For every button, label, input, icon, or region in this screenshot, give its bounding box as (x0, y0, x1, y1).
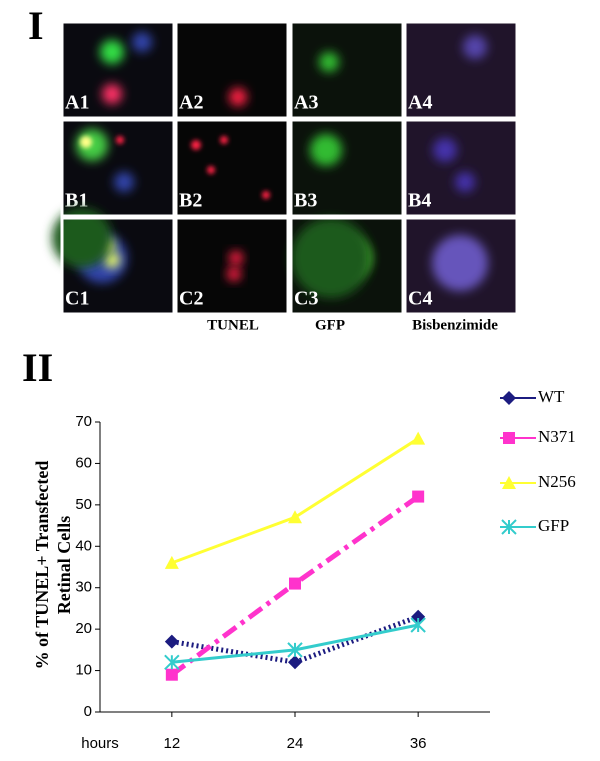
series-line (171, 614, 420, 665)
panel-label: B1 (65, 190, 88, 212)
y-tick-label: 10 (75, 662, 92, 679)
marker (412, 490, 425, 503)
cell-signal (229, 251, 243, 265)
y-axis-label: Retinal Cells (54, 516, 74, 615)
marker (288, 510, 302, 524)
panel-label: A3 (294, 92, 318, 114)
panel-label: A2 (179, 92, 203, 114)
cell-signal (207, 166, 215, 174)
marker (165, 668, 178, 681)
y-tick-label: 60 (75, 454, 92, 471)
legend-label: WT (538, 387, 565, 406)
panel-label: B4 (408, 190, 431, 212)
series-line (171, 437, 419, 565)
marker (410, 617, 426, 633)
cell-signal (455, 172, 475, 192)
panel-border (403, 216, 519, 316)
legend-marker (502, 391, 516, 405)
marker (289, 577, 301, 590)
micrographs: A1 A2 A3 A4 B1 B2 B3 B4 C1 C2 C3 C4 (52, 20, 519, 316)
channel-label: GFP (315, 317, 345, 333)
y-tick-label: 20 (75, 620, 92, 637)
cell-signal (76, 129, 108, 161)
panel-label: A4 (408, 92, 432, 114)
cell-signal (310, 134, 342, 166)
cell-signal (319, 52, 339, 72)
cell-signal (132, 32, 152, 52)
panel-border (174, 216, 290, 316)
panel-border (174, 118, 290, 218)
section-label: II (22, 345, 53, 390)
cell-signal (262, 191, 270, 199)
y-axis-label: % of TUNEL+ Transfected (32, 461, 52, 670)
x-tick-label: 36 (410, 735, 427, 752)
cell-signal (104, 252, 120, 268)
micrograph (176, 120, 288, 216)
marker (287, 642, 303, 658)
panel-border (174, 20, 290, 120)
micrograph (176, 218, 288, 314)
cell-signal (229, 88, 247, 106)
x-tick-label: 24 (287, 735, 304, 752)
y-tick-label: 30 (75, 579, 92, 596)
cell-signal (100, 40, 124, 64)
panel-label: B3 (294, 190, 317, 212)
y-tick-label: 70 (75, 413, 92, 430)
section-label: I (28, 3, 44, 48)
panel-border (289, 20, 405, 120)
marker (164, 634, 179, 649)
marker (288, 655, 302, 670)
cell-signal (191, 140, 201, 150)
legend-marker (503, 432, 515, 444)
legend-marker (501, 519, 517, 535)
x-tick-label: 12 (163, 735, 180, 752)
cell-signal (433, 138, 457, 162)
panel-border (60, 118, 176, 218)
legend-label: GFP (538, 516, 569, 535)
panel-border (60, 216, 176, 316)
channel-label: TUNEL (207, 317, 259, 333)
channel-label: Bisbenzimide (412, 317, 498, 333)
panel-border (289, 118, 405, 218)
panel-label: C4 (408, 288, 432, 310)
cell-signal (463, 35, 487, 59)
cell-signal (116, 136, 124, 144)
micrograph (291, 120, 403, 216)
panel-border (403, 118, 519, 218)
cell-signal (227, 267, 241, 281)
x-axis-label: hours (81, 735, 119, 752)
marker (164, 555, 179, 569)
cell-signal (220, 136, 228, 144)
y-tick-label: 40 (75, 537, 92, 554)
panel-label: C2 (179, 288, 203, 310)
cell-signal (102, 84, 122, 104)
marker (164, 654, 180, 670)
cell-signal (114, 172, 134, 192)
panel-label: C3 (294, 288, 318, 310)
cell-signal (291, 218, 371, 298)
micrograph (405, 22, 517, 118)
panel-border (60, 20, 176, 120)
panel-border (403, 20, 519, 120)
micrograph (405, 120, 517, 216)
legend-label: N256 (538, 472, 576, 491)
panel-label: A1 (65, 92, 89, 114)
y-tick-label: 0 (84, 703, 92, 720)
panel-label: B2 (179, 190, 202, 212)
panel-label: C1 (65, 288, 89, 310)
marker (411, 431, 426, 445)
legend-marker (502, 476, 516, 489)
cell-signal (80, 136, 92, 148)
legend-label: N371 (538, 427, 576, 446)
micrograph (291, 22, 403, 118)
y-tick-label: 50 (75, 496, 92, 513)
cell-signal (432, 235, 488, 291)
panel-border (289, 216, 405, 316)
cell-signal (52, 208, 112, 268)
